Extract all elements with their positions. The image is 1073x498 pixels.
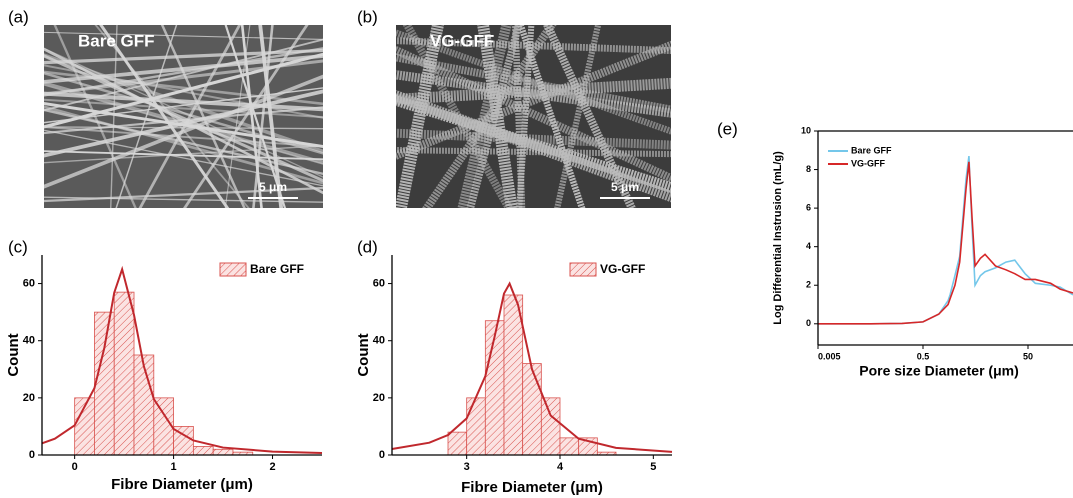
x-tick-label: 1 — [171, 461, 177, 473]
histogram-bar — [213, 449, 233, 455]
histogram-bar — [154, 398, 174, 455]
data-line — [818, 162, 1073, 324]
histogram-bar — [523, 364, 542, 455]
scale-bar-label: 5 μm — [259, 180, 287, 194]
y-axis-title: Count — [355, 333, 372, 376]
scale-bar-label: 5 μm — [611, 180, 639, 194]
y-tick-label: 60 — [373, 277, 385, 289]
legend-label: Bare GFF — [250, 262, 304, 276]
x-tick-label: 0.005 — [818, 351, 841, 361]
image-label: Bare GFF — [78, 31, 155, 50]
x-tick-label: 4 — [557, 461, 564, 473]
data-line — [818, 156, 1073, 324]
y-tick-label: 2 — [806, 280, 811, 290]
sem-image — [376, 5, 691, 228]
x-tick-label: 0 — [72, 461, 78, 473]
x-tick-label: 0.5 — [917, 351, 930, 361]
histogram-bar — [134, 355, 154, 455]
legend-swatch — [570, 263, 596, 276]
y-tick-label: 60 — [23, 277, 35, 289]
histogram-bar — [485, 321, 504, 455]
y-tick-label: 20 — [23, 392, 35, 404]
y-tick-label: 4 — [806, 241, 811, 251]
histogram-bar — [114, 292, 134, 455]
x-tick-label: 5 — [650, 461, 656, 473]
histogram-bar — [448, 432, 467, 455]
panel-label: (c) — [8, 237, 28, 256]
legend-swatch — [220, 263, 246, 276]
y-axis-title: Count — [5, 333, 22, 376]
legend-label: Bare GFF — [851, 145, 892, 155]
y-tick-label: 10 — [801, 125, 811, 135]
histogram-bar — [504, 295, 523, 455]
histogram-bar — [94, 312, 114, 455]
legend-label: VG-GFF — [600, 262, 645, 276]
histogram-bar — [193, 446, 213, 455]
y-tick-label: 0 — [29, 449, 35, 461]
legend-label: VG-GFF — [851, 158, 885, 168]
y-tick-label: 40 — [23, 335, 35, 347]
histogram-bar — [467, 398, 486, 455]
y-tick-label: 0 — [806, 318, 811, 328]
panel-label: (e) — [717, 119, 738, 138]
x-tick-label: 3 — [464, 461, 470, 473]
x-tick-label: 50 — [1023, 351, 1033, 361]
x-axis-title: Fibre Diameter (μm) — [111, 476, 253, 493]
x-axis-title: Fibre Diameter (μm) — [461, 479, 603, 496]
panel-label: (b) — [357, 7, 378, 26]
y-tick-label: 6 — [806, 202, 811, 212]
x-tick-label: 2 — [269, 461, 275, 473]
y-tick-label: 0 — [379, 449, 385, 461]
panel-label: (d) — [357, 237, 378, 256]
histogram-bar — [541, 398, 560, 455]
figure: (a) Bare GFF 5 μm (b) VG-GFF 5 μm (c) Bare GFF 0… — [0, 0, 1073, 498]
y-tick-label: 20 — [373, 392, 385, 404]
histogram-bar — [560, 438, 579, 455]
x-axis-title: Pore size Diameter (μm) — [859, 363, 1019, 379]
image-label: VG-GFF — [430, 31, 494, 50]
y-axis-title: Log Differential Instrusion (mL/g) — [772, 151, 784, 325]
y-tick-label: 8 — [806, 164, 811, 174]
sem-image — [24, 5, 343, 228]
panel-label: (a) — [8, 7, 29, 26]
y-tick-label: 40 — [373, 335, 385, 347]
